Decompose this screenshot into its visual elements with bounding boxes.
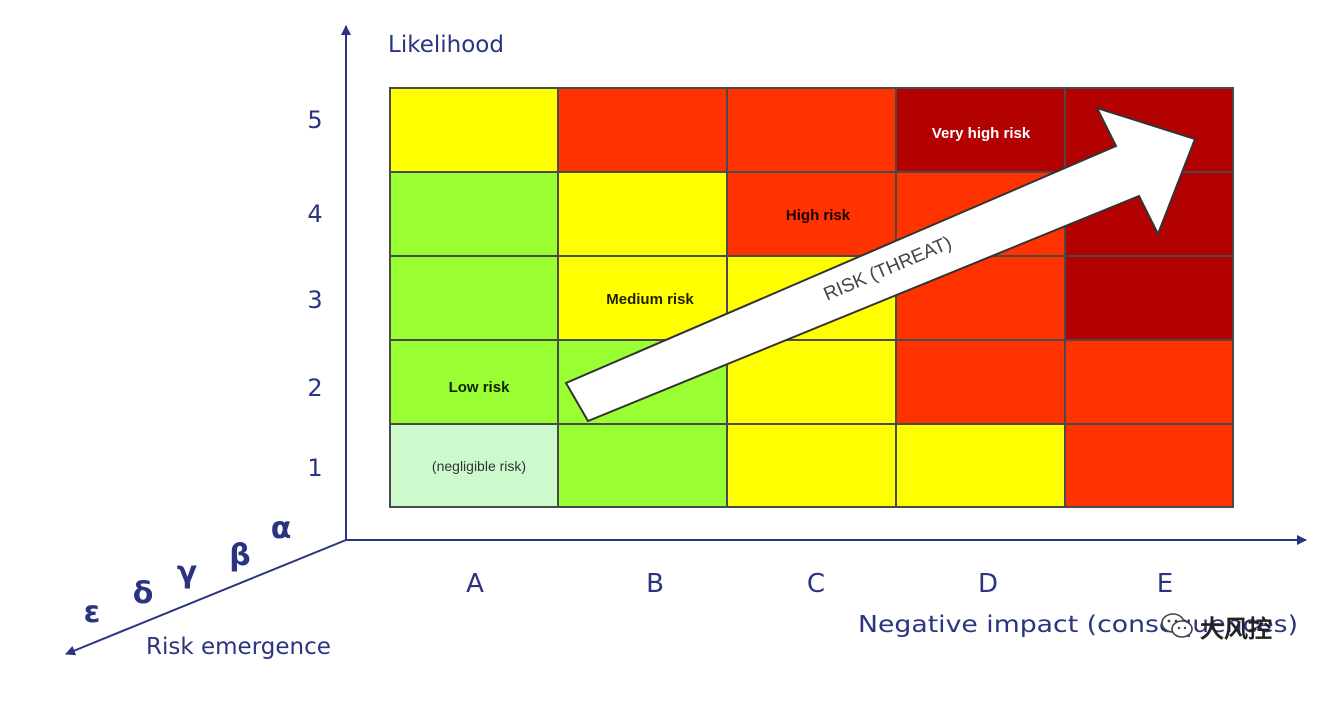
z-axis-title: Risk emergence bbox=[146, 634, 331, 660]
cell-2-A bbox=[389, 339, 559, 425]
x-axis-title: Negative impact (consequences) bbox=[858, 612, 1298, 638]
x-tick-C: C bbox=[807, 569, 825, 599]
cell-5-C bbox=[726, 87, 897, 173]
z-tick-delta: δ bbox=[133, 576, 154, 611]
y-tick-4: 4 bbox=[307, 200, 322, 228]
cell-4-B bbox=[557, 171, 728, 257]
cell-2-D bbox=[895, 339, 1066, 425]
x-tick-B: B bbox=[646, 569, 664, 599]
cell-2-C bbox=[726, 339, 897, 425]
cell-1-E bbox=[1064, 423, 1234, 508]
y-tick-1: 1 bbox=[307, 454, 322, 482]
label-medium-risk: Medium risk bbox=[606, 291, 694, 308]
cell-4-A bbox=[389, 171, 559, 257]
cell-5-B bbox=[557, 87, 728, 173]
z-axis-line bbox=[65, 539, 347, 656]
watermark-text: 大风控 bbox=[1200, 614, 1272, 643]
label-high-risk: High risk bbox=[786, 207, 851, 224]
y-tick-3: 3 bbox=[307, 286, 322, 314]
x-tick-D: D bbox=[978, 569, 998, 599]
y-tick-5: 5 bbox=[307, 106, 322, 134]
label-low-risk: Low risk bbox=[449, 379, 511, 396]
z-tick-epsilon: ε bbox=[84, 595, 101, 630]
cell-4-C bbox=[726, 171, 897, 257]
cell-1-B bbox=[557, 423, 728, 508]
cell-3-A bbox=[389, 255, 559, 341]
wechat-icon bbox=[1161, 613, 1193, 638]
risk-threat-arrow: RISK (THREAT) bbox=[564, 106, 1197, 423]
cell-2-E bbox=[1064, 339, 1234, 425]
cell-3-E bbox=[1064, 255, 1234, 341]
watermark: 大风控 bbox=[1160, 608, 1272, 644]
cell-1-D bbox=[895, 423, 1066, 508]
label-negligible-risk: (negligible risk) bbox=[432, 458, 526, 474]
cell-5-A bbox=[389, 87, 559, 173]
z-tick-gamma: γ bbox=[177, 555, 197, 590]
z-tick-beta: β bbox=[229, 538, 250, 573]
cell-1-C bbox=[726, 423, 897, 508]
x-tick-E: E bbox=[1157, 569, 1173, 599]
x-tick-A: A bbox=[466, 569, 484, 599]
y-axis-title: Likelihood bbox=[388, 32, 504, 58]
y-tick-2: 2 bbox=[307, 374, 322, 402]
z-tick-alpha: α bbox=[271, 511, 292, 546]
label-very-high-risk: Very high risk bbox=[932, 125, 1031, 142]
cell-1-A bbox=[389, 423, 559, 508]
